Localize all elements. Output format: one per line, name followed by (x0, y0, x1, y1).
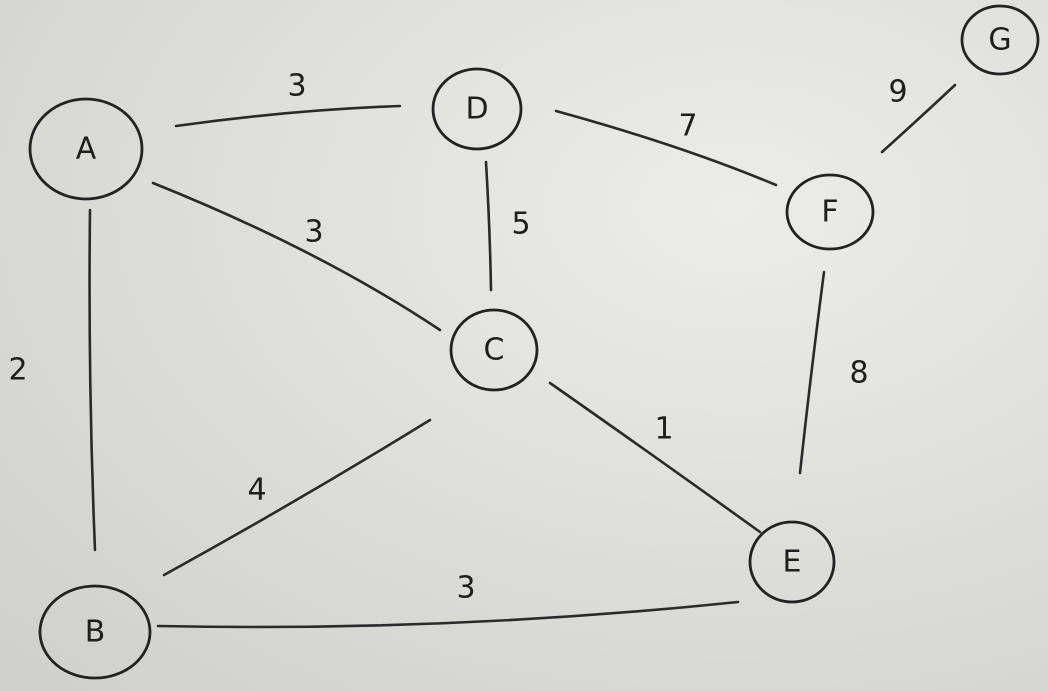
node-e: E (748, 520, 836, 604)
weight-a-c: 3 (304, 215, 323, 250)
edge-f-e (798, 270, 826, 475)
node-a: A (28, 97, 144, 201)
node-d-label: D (465, 92, 488, 127)
node-d: D (431, 67, 523, 151)
node-a-label: A (76, 132, 97, 167)
weight-d-f: 7 (678, 109, 697, 144)
node-g: G (960, 4, 1040, 76)
edge-a-c (151, 181, 442, 332)
edge-b-e (156, 600, 740, 629)
edge-c-e (548, 381, 762, 534)
node-f-label: F (821, 195, 838, 230)
node-b-label: B (85, 615, 106, 650)
edge-a-b (88, 208, 97, 552)
node-c: C (449, 308, 539, 392)
weight-f-g: 9 (888, 75, 907, 110)
weight-c-e: 1 (654, 412, 673, 447)
edge-f-g (880, 83, 957, 154)
node-e-label: E (783, 545, 802, 580)
node-b: B (38, 584, 152, 680)
node-c-label: C (484, 333, 505, 368)
weight-c-b: 4 (247, 473, 266, 508)
edge-d-c (484, 160, 493, 292)
weight-a-b: 2 (8, 353, 27, 388)
node-f: F (785, 173, 875, 251)
weight-b-e: 3 (456, 571, 475, 606)
edge-c-b (162, 418, 432, 577)
weight-f-e: 8 (849, 356, 868, 391)
edge-d-f (554, 109, 778, 187)
edge-a-d (174, 104, 402, 128)
node-g-label: G (988, 23, 1011, 58)
weight-a-d: 3 (287, 69, 306, 104)
weight-d-c: 5 (511, 207, 530, 242)
